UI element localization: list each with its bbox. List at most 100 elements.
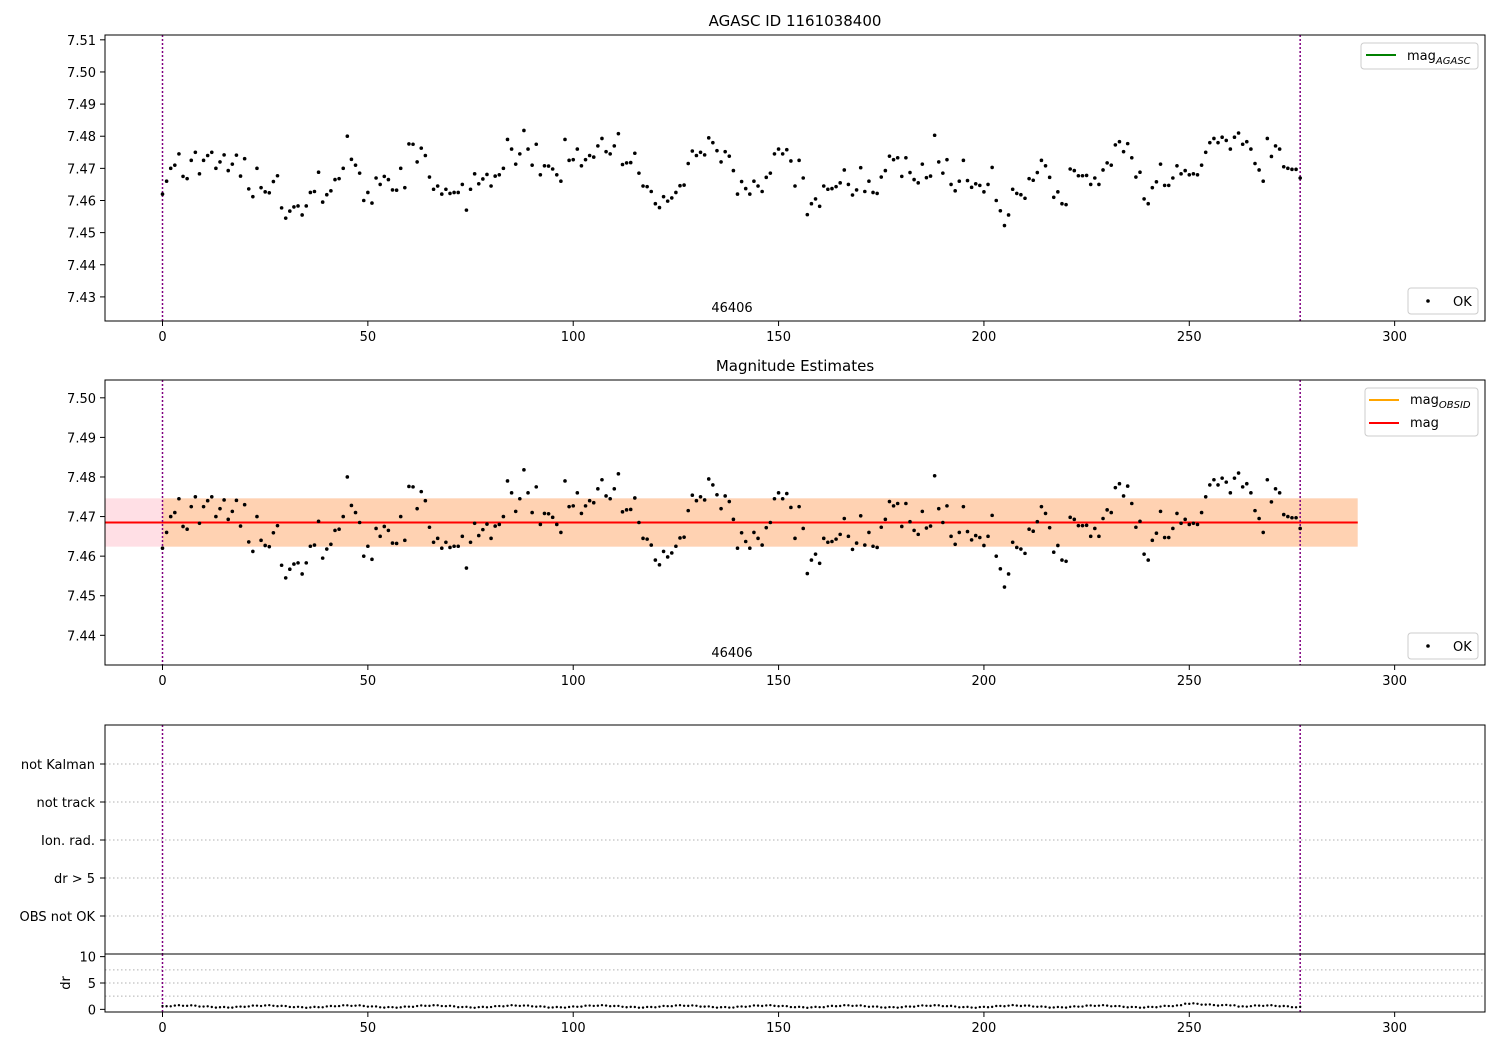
dr-point: [999, 1004, 1002, 1008]
ok-point: [304, 204, 309, 208]
ok-point: [641, 536, 645, 541]
dr-point: [506, 1004, 509, 1007]
flag-label: dr > 5: [54, 872, 95, 887]
ok-point: [563, 137, 567, 142]
dr-point: [1126, 1006, 1129, 1009]
ok-point: [719, 506, 723, 511]
ok-point: [1212, 477, 1216, 482]
dr-point: [1171, 1004, 1175, 1008]
ok-point: [456, 544, 461, 549]
ok-point: [596, 144, 600, 148]
ok-point: [526, 147, 530, 151]
dr-point: [1056, 1005, 1060, 1009]
dr-point: [366, 1005, 370, 1008]
dr-point: [744, 1005, 747, 1008]
ok-point: [883, 517, 888, 522]
ok-point: [518, 152, 522, 156]
dr-point: [621, 1005, 624, 1008]
ok-point: [1146, 201, 1151, 206]
dr-point: [198, 1005, 201, 1008]
ok-point: [472, 521, 477, 526]
dr-point: [1147, 1005, 1150, 1009]
ok-point: [1240, 142, 1245, 147]
ok-point: [936, 160, 941, 164]
dr-point: [350, 1004, 353, 1008]
dr-point: [1048, 1006, 1051, 1009]
ok-point: [575, 491, 580, 495]
ok-point: [789, 505, 793, 510]
ok-point: [871, 544, 875, 549]
ok-point: [361, 198, 366, 203]
ok-point: [768, 171, 773, 175]
dr-point: [399, 1006, 402, 1009]
ok-point: [604, 149, 608, 154]
dr-point: [403, 1005, 407, 1008]
ok-point: [1084, 523, 1089, 528]
ok-point: [1138, 170, 1142, 175]
ok-point: [571, 504, 576, 508]
ok-point: [197, 172, 202, 176]
ok-point: [579, 511, 584, 516]
ok-point: [604, 494, 608, 498]
ok-point: [505, 479, 510, 483]
dr-point: [834, 1005, 838, 1008]
ok-point: [674, 190, 678, 195]
ok-point: [501, 514, 506, 519]
dr-point: [1237, 1005, 1240, 1008]
ok-point: [546, 164, 551, 168]
ok-point: [230, 162, 235, 166]
ok-point: [776, 491, 781, 495]
dr-point: [424, 1004, 427, 1008]
ok-point: [715, 492, 719, 497]
ok-point: [633, 151, 637, 156]
dr-point: [966, 1005, 969, 1009]
ok-point: [826, 540, 830, 545]
dr-point: [1212, 1003, 1216, 1007]
ok-point: [308, 190, 313, 195]
panel2-legend-upper: magOBSID mag: [1364, 387, 1479, 437]
ok-point: [300, 572, 304, 576]
dr-point: [177, 1003, 181, 1007]
ok-point: [686, 161, 691, 166]
y-tick-label: 7.48: [67, 130, 96, 145]
dr-point: [214, 1006, 218, 1009]
ok-point: [908, 170, 912, 175]
ok-point: [1031, 178, 1036, 183]
ok-point: [780, 496, 785, 501]
dr-point: [1134, 1005, 1138, 1009]
dr-point: [654, 1006, 657, 1009]
ok-point: [177, 152, 181, 156]
ok-point: [1191, 172, 1196, 176]
ok-point: [246, 187, 251, 191]
ok-point: [324, 192, 329, 197]
ok-point: [1101, 168, 1105, 172]
ok-point: [489, 184, 493, 188]
ok-point: [945, 504, 949, 508]
ok-point: [1088, 182, 1093, 187]
ok-point: [1056, 190, 1060, 194]
ok-point: [185, 176, 189, 181]
ok-point: [616, 131, 621, 136]
dr-point: [674, 1004, 678, 1007]
ok-point: [1171, 176, 1175, 180]
ok-point: [743, 539, 748, 544]
dr-point: [699, 1005, 702, 1008]
dr-point: [1015, 1004, 1018, 1007]
ok-point: [275, 173, 280, 178]
ok-point: [1261, 530, 1266, 535]
dr-point: [1241, 1005, 1244, 1008]
dr-point: [572, 1005, 575, 1008]
dr-point: [481, 1005, 485, 1009]
ok-point: [735, 546, 740, 551]
ok-point: [357, 171, 362, 175]
ok-point: [485, 172, 489, 177]
dr-point: [370, 1005, 374, 1008]
ok-point: [665, 199, 670, 203]
ok-point: [316, 519, 321, 524]
magnitude-estimates-panel: Magnitude Estimates 7.44 7.45 7.46 7.47 7.48…: [67, 357, 1486, 689]
ok-point: [312, 189, 317, 194]
ok-point: [1039, 158, 1044, 163]
dr-point: [650, 1005, 653, 1009]
dr-point: [925, 1004, 928, 1007]
